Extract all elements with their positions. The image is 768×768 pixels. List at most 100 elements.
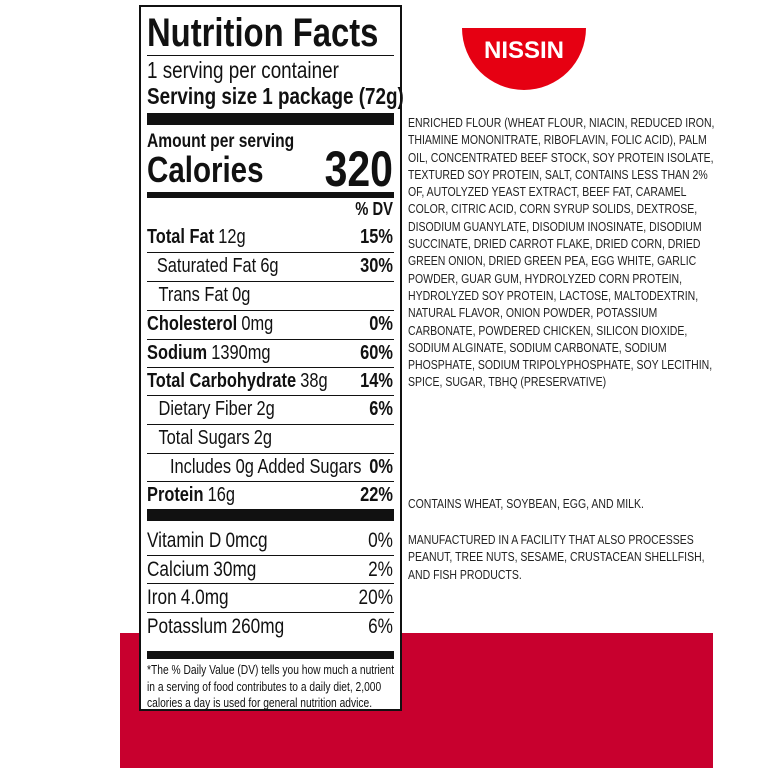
nutrient-amount: 2g <box>253 427 272 449</box>
nutrient-dv: 0% <box>369 456 393 478</box>
ingredients-line: CARBONATE, POWDERED CHICKEN, SILICON DIO… <box>408 323 688 338</box>
nutrient-row: Total Carbohydrate 38g 14% <box>147 370 393 393</box>
ingredients-line: NATURAL FLAVOR, ONION POWDER, POTASSIUM <box>408 306 658 321</box>
ingredients-list: ENRICHED FLOUR (WHEAT FLOUR, NIACIN, RED… <box>408 115 715 392</box>
nutrient-dv: 60% <box>360 342 393 364</box>
nutrient-amount: 1390mg <box>211 342 271 364</box>
ingredients-line: TEXTURED SOY PROTEIN, SALT, CONTAINS LES… <box>408 167 708 182</box>
nutrient-dv: 30% <box>360 255 393 277</box>
thick-divider <box>147 113 394 125</box>
nutrient-name: Iron <box>147 586 177 609</box>
divider <box>147 281 394 282</box>
ingredients-line: PHOSPHATE, SODIUM TRIPOLYPHOSPHATE, SOY … <box>408 358 713 373</box>
label-title: Nutrition Facts <box>147 11 379 55</box>
nutrient-name: Includes 0g Added Sugars <box>169 456 362 478</box>
ingredients-line: GREEN ONION, DRIED GREEN PEA, EGG WHITE,… <box>408 254 697 269</box>
divider <box>147 555 394 556</box>
divider <box>147 481 394 482</box>
nutrient-name: Vitamin D <box>147 529 222 552</box>
ingredients-line: SPICE, SUGAR, TBHQ (PRESERVATIVE) <box>408 375 607 390</box>
footnote: *The % Daily Value (DV) tells you how mu… <box>147 663 395 710</box>
ingredients-line: THIAMINE MONONITRATE, RIBOFLAVIN, FOLIC … <box>408 133 707 148</box>
nutrient-name: Sodium <box>147 342 208 364</box>
nutrient-name: Saturated Fat <box>156 255 257 277</box>
nutrient-row: Cholesterol 0mg 0% <box>147 313 393 336</box>
nutrient-name: Total Carbohydrate <box>147 370 297 392</box>
nutrient-amount: 0mg <box>241 313 274 335</box>
nutrient-row: Calcium 30mg 2% <box>147 558 393 582</box>
nutrient-name: Potasslum <box>147 615 228 638</box>
nutrient-name: Trans Fat <box>158 284 229 306</box>
medium-divider <box>147 192 394 198</box>
nutrient-dv: 6% <box>369 398 393 420</box>
nutrient-dv: 0% <box>369 313 393 335</box>
nutrient-row: Saturated Fat 6g 30% <box>147 255 393 278</box>
divider <box>147 310 394 311</box>
ingredients-line: SODIUM ALGINATE, SODIUM CARBONATE, SODIU… <box>408 340 667 355</box>
nutrient-amount: 260mg <box>231 615 285 638</box>
ingredients-line: OF, AUTOLYZED YEAST EXTRACT, BEEF FAT, C… <box>408 185 687 200</box>
nutrient-dv: 20% <box>358 586 393 609</box>
ingredients-line: OIL, CONCENTRATED BEEF STOCK, SOY PROTEI… <box>408 150 714 165</box>
nutrient-name: Calcium <box>147 558 210 581</box>
facility-statement: MANUFACTURED IN A FACILITY THAT ALSO PRO… <box>408 533 705 582</box>
nutrient-amount: 4.0mg <box>180 586 229 609</box>
nutrient-row: Trans Fat 0g <box>147 284 393 307</box>
nutrient-row: Iron 4.0mg 20% <box>147 586 393 610</box>
nutrient-amount: 0mcg <box>225 529 268 552</box>
dv-header: % DV <box>355 199 393 219</box>
ingredients-line: POWDER, GUAR GUM, HYDROLYZED CORN PROTEI… <box>408 271 682 286</box>
divider <box>147 55 394 56</box>
nutrient-row: Protein 16g 22% <box>147 484 393 507</box>
nissin-logo: NISSIN <box>462 28 586 90</box>
nutrient-dv: 14% <box>360 370 393 392</box>
nutrient-name: Dietary Fiber <box>158 398 253 420</box>
nutrient-dv: 15% <box>360 226 393 248</box>
nutrient-dv: 0% <box>368 529 393 552</box>
divider <box>147 395 394 396</box>
nutrient-row: Total Fat 12g 15% <box>147 226 393 249</box>
divider <box>147 252 394 253</box>
divider <box>147 339 394 340</box>
allergen-statement: CONTAINS WHEAT, SOYBEAN, EGG, AND MILK. <box>408 497 644 511</box>
nutrient-name: Total Sugars <box>158 427 250 449</box>
ingredients-line: HYDROLYZED SOY PROTEIN, LACTOSE, MALTODE… <box>408 288 699 303</box>
nutrient-amount: 12g <box>218 226 246 248</box>
ingredients-line: SUCCINATE, DRIED CARROT FLAKE, DRIED COR… <box>408 237 701 252</box>
nutrient-amount: 0g <box>232 284 251 306</box>
nutrient-name: Total Fat <box>147 226 215 248</box>
nutrition-facts-label: Nutrition Facts 1 serving per container … <box>139 5 404 711</box>
divider <box>147 367 394 368</box>
nutrient-name: Protein <box>147 484 204 506</box>
nutrient-dv: 22% <box>360 484 393 506</box>
nutrient-row: Sodium 1390mg 60% <box>147 342 393 365</box>
calories-label: Calories <box>147 149 264 190</box>
amount-per-serving: Amount per serving <box>147 131 295 152</box>
ingredients-line: ENRICHED FLOUR (WHEAT FLOUR, NIACIN, RED… <box>408 116 715 130</box>
nutrient-amount: 2g <box>256 398 275 420</box>
calories-value: 320 <box>324 141 393 197</box>
calories-row: Calories 320 <box>147 141 393 197</box>
ingredients-line: COLOR, CITRIC ACID, CORN SYRUP SOLIDS, D… <box>408 202 698 217</box>
nutrient-amount: 6g <box>260 255 279 277</box>
serving-size: Serving size 1 package (72g) <box>147 83 404 109</box>
nutrient-row: Includes 0g Added Sugars 0% <box>147 456 393 479</box>
nutrient-row: Vitamin D 0mcg 0% <box>147 529 393 553</box>
nutrient-dv: 2% <box>368 558 393 581</box>
nutrient-dv: 6% <box>368 615 393 638</box>
servings-per-container: 1 serving per container <box>147 57 339 83</box>
nutrient-amount: 16g <box>207 484 235 506</box>
thick-divider <box>147 509 394 521</box>
nutrient-name: Cholesterol <box>147 313 238 335</box>
nutrient-amount: 38g <box>300 370 328 392</box>
thick-divider <box>147 651 394 659</box>
nutrient-row: Total Sugars 2g <box>147 427 393 450</box>
divider <box>147 583 394 584</box>
nutrient-row: Potasslum 260mg 6% <box>147 615 393 639</box>
svg-text:NISSIN: NISSIN <box>484 37 564 64</box>
divider <box>147 612 394 613</box>
nutrient-row: Dietary Fiber 2g 6% <box>147 398 393 421</box>
ingredients-line: DISODIUM GUANYLATE, DISODIUM INOSINATE, … <box>408 219 702 234</box>
nutrient-amount: 30mg <box>213 558 257 581</box>
divider <box>147 453 394 454</box>
